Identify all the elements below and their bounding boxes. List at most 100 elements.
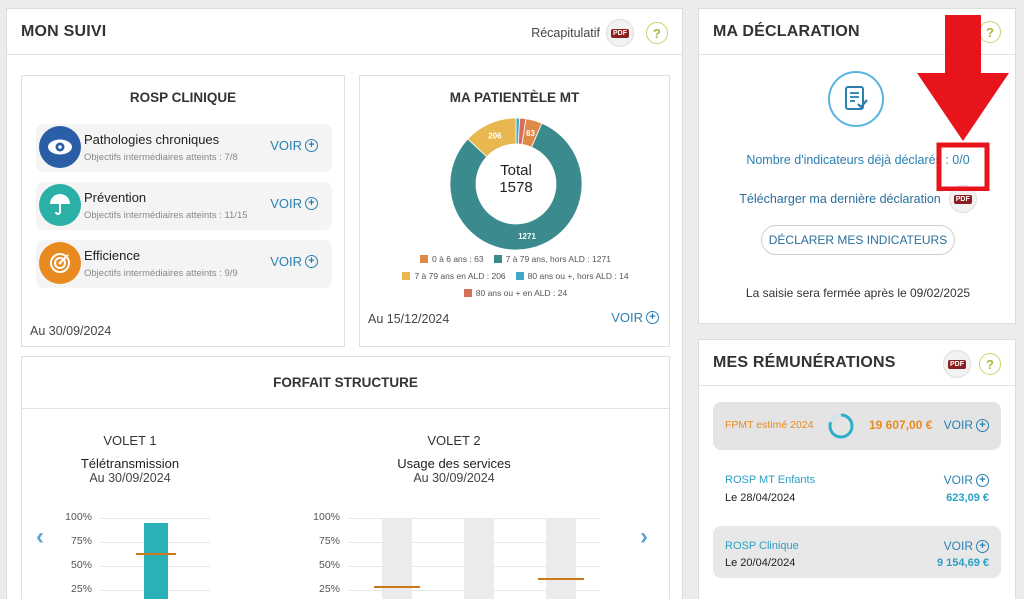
voir-label: VOIR — [943, 418, 973, 432]
voir-label: VOIR — [943, 473, 973, 487]
tick-label: 25% — [70, 583, 92, 595]
donut-slice[interactable] — [449, 122, 583, 251]
volet2-date: Au 30/09/2024 — [413, 471, 495, 485]
rosp-item-sub: Objectifs intermédiaires atteints : 9/9 — [84, 268, 238, 279]
tick-label: 75% — [318, 535, 340, 547]
mon-suivi-title: MON SUIVI — [21, 22, 107, 40]
forfait-structure-card: FORFAIT STRUCTURE ‹ › VOLET 1 Télétransm… — [21, 356, 670, 599]
rosp-item-sub: Objectifs intermédiaires atteints : 11/1… — [84, 210, 248, 221]
voir-link[interactable]: VOIR + — [270, 196, 318, 211]
rosp-item-name: Prévention — [84, 190, 147, 205]
chevron-left-icon[interactable]: ‹ — [36, 523, 44, 550]
tick-label: 50% — [70, 559, 92, 571]
plus-circle-icon: + — [976, 418, 989, 432]
remunerations-header: MES RÉMUNÉRATIONS PDF ? — [699, 340, 1015, 386]
volet2-chart: 100% 75% 50% 25% — [308, 509, 604, 599]
eye-icon — [39, 126, 81, 168]
donut-legend: 0 à 6 ans : 63 7 à 79 ans, hors ALD : 12… — [360, 254, 671, 298]
plus-circle-icon: + — [305, 255, 318, 268]
remuneration-label: ROSP Clinique — [725, 540, 799, 552]
tick-label: 75% — [70, 535, 92, 547]
fpmt-amount: 19 607,00 € — [869, 418, 933, 432]
voir-label: VOIR — [270, 254, 302, 269]
close-note: La saisie sera fermée après le 09/02/202… — [745, 286, 971, 300]
remuneration-amount: 9 154,69 € — [937, 557, 989, 569]
remunerations-pdf-button[interactable]: PDF — [943, 350, 971, 378]
donut-total-value: 1578 — [499, 179, 533, 196]
pdf-icon: PDF — [953, 194, 972, 204]
fpmt-progress-ring — [828, 413, 854, 439]
remuneration-item[interactable]: ROSP Clinique Le 20/04/2024 VOIR + 9 154,… — [713, 526, 1001, 578]
remuneration-label: ROSP MT Enfants — [725, 474, 816, 486]
rosp-item-name: Efficience — [84, 248, 141, 263]
patientele-date: Au 15/12/2024 — [368, 312, 450, 326]
declarer-indicateurs-button[interactable]: DÉCLARER MES INDICATEURS — [761, 225, 955, 255]
plus-circle-icon: + — [305, 197, 318, 210]
fpmt-item[interactable]: FPMT estimé 2024 19 607,00 € VOIR + — [713, 402, 1001, 450]
legend-item: 7 à 79 ans en ALD : 206 — [402, 271, 506, 281]
declarer-button-label: DÉCLARER MES INDICATEURS — [768, 233, 948, 247]
rosp-item-efficience[interactable]: Efficience Objectifs intermédiaires atte… — [36, 240, 332, 288]
patientele-donut-chart: 63 1271 206 — [449, 117, 583, 251]
help-icon[interactable]: ? — [979, 21, 1001, 43]
volet2-title: VOLET 2 — [427, 433, 481, 448]
tick-label: 50% — [318, 559, 340, 571]
recap-pdf-button[interactable]: PDF — [606, 19, 634, 47]
donut-slice-label: 206 — [488, 131, 502, 140]
fpmt-voir-link[interactable]: VOIR + — [944, 418, 989, 432]
plus-circle-icon: + — [976, 539, 989, 553]
remuneration-voir-link[interactable]: VOIR + — [944, 473, 989, 487]
patientele-title: MA PATIENTÈLE MT — [449, 90, 580, 105]
tick-label: 100% — [65, 511, 92, 523]
forfait-title: FORFAIT STRUCTURE — [273, 375, 418, 390]
rosp-clinique-card: ROSP CLINIQUE Pathologies chroniques Obj… — [21, 75, 345, 347]
declaration-title: MA DÉCLARATION — [713, 22, 860, 40]
remuneration-amount: 623,09 € — [946, 492, 989, 504]
legend-item: 80 ans ou + en ALD : 24 — [463, 288, 567, 298]
indicateurs-value: 0/0 — [952, 153, 970, 167]
tick-label: 25% — [318, 583, 340, 595]
rosp-item-sub: Objectifs intermédiaires atteints : 7/8 — [84, 152, 238, 163]
document-check-icon — [828, 71, 884, 127]
rosp-item-pathologies[interactable]: Pathologies chroniques Objectifs intermé… — [36, 124, 332, 172]
volet2-bar-bg — [546, 518, 576, 599]
voir-link[interactable]: VOIR + — [270, 254, 318, 269]
remunerations-title: MES RÉMUNÉRATIONS — [713, 353, 896, 371]
voir-label: VOIR — [270, 138, 302, 153]
legend-item: 80 ans ou +, hors ALD : 14 — [515, 271, 629, 281]
donut-slice[interactable] — [467, 117, 517, 158]
rosp-item-prevention[interactable]: Prévention Objectifs intermédiaires atte… — [36, 182, 332, 230]
forfait-header: FORFAIT STRUCTURE — [22, 357, 669, 409]
remuneration-date: Le 28/04/2024 — [725, 492, 796, 504]
pdf-icon: PDF — [611, 28, 629, 38]
download-declaration-link[interactable]: Télécharger ma dernière déclaration — [739, 192, 941, 206]
donut-total-label: Total — [500, 162, 532, 179]
indicateurs-label: Nombre d'indicateurs déjà déclarés : — [746, 153, 949, 167]
remuneration-voir-link[interactable]: VOIR + — [944, 539, 989, 553]
remuneration-item[interactable]: ROSP MT Enfants Le 28/04/2024 VOIR + 623,… — [713, 462, 1001, 514]
volet1-chart: 100% 75% 50% 25% — [60, 509, 210, 599]
rosp-date: Au 30/09/2024 — [30, 324, 112, 338]
plus-circle-icon: + — [646, 311, 659, 324]
tick-label: 100% — [313, 511, 340, 523]
voir-label: VOIR — [611, 310, 643, 325]
legend-item: 7 à 79 ans, hors ALD : 1271 — [493, 254, 611, 264]
volet2-bar-bg — [382, 518, 412, 599]
remuneration-date: Le 20/04/2024 — [725, 557, 796, 569]
declaration-header: MA DÉCLARATION ? — [699, 9, 1015, 55]
chevron-right-icon[interactable]: › — [640, 523, 648, 550]
recap-label[interactable]: Récapitulatif — [531, 26, 600, 40]
voir-link[interactable]: VOIR + — [270, 138, 318, 153]
help-icon[interactable]: ? — [646, 22, 668, 44]
help-icon[interactable]: ? — [979, 353, 1001, 375]
volet1-bar — [144, 522, 168, 599]
volet2-sub: Usage des services — [397, 456, 511, 471]
volet1-title: VOLET 1 — [103, 433, 157, 448]
legend-item: 0 à 6 ans : 63 — [420, 254, 484, 264]
donut-slice-label: 63 — [526, 129, 535, 138]
volet1-sub: Télétransmission — [80, 456, 180, 471]
declaration-panel: MA DÉCLARATION ? Nombre d'indicateurs dé… — [698, 8, 1016, 324]
patientele-voir-link[interactable]: VOIR + — [611, 310, 659, 325]
remuneration-item[interactable] — [713, 590, 1001, 599]
target-icon — [39, 242, 81, 284]
